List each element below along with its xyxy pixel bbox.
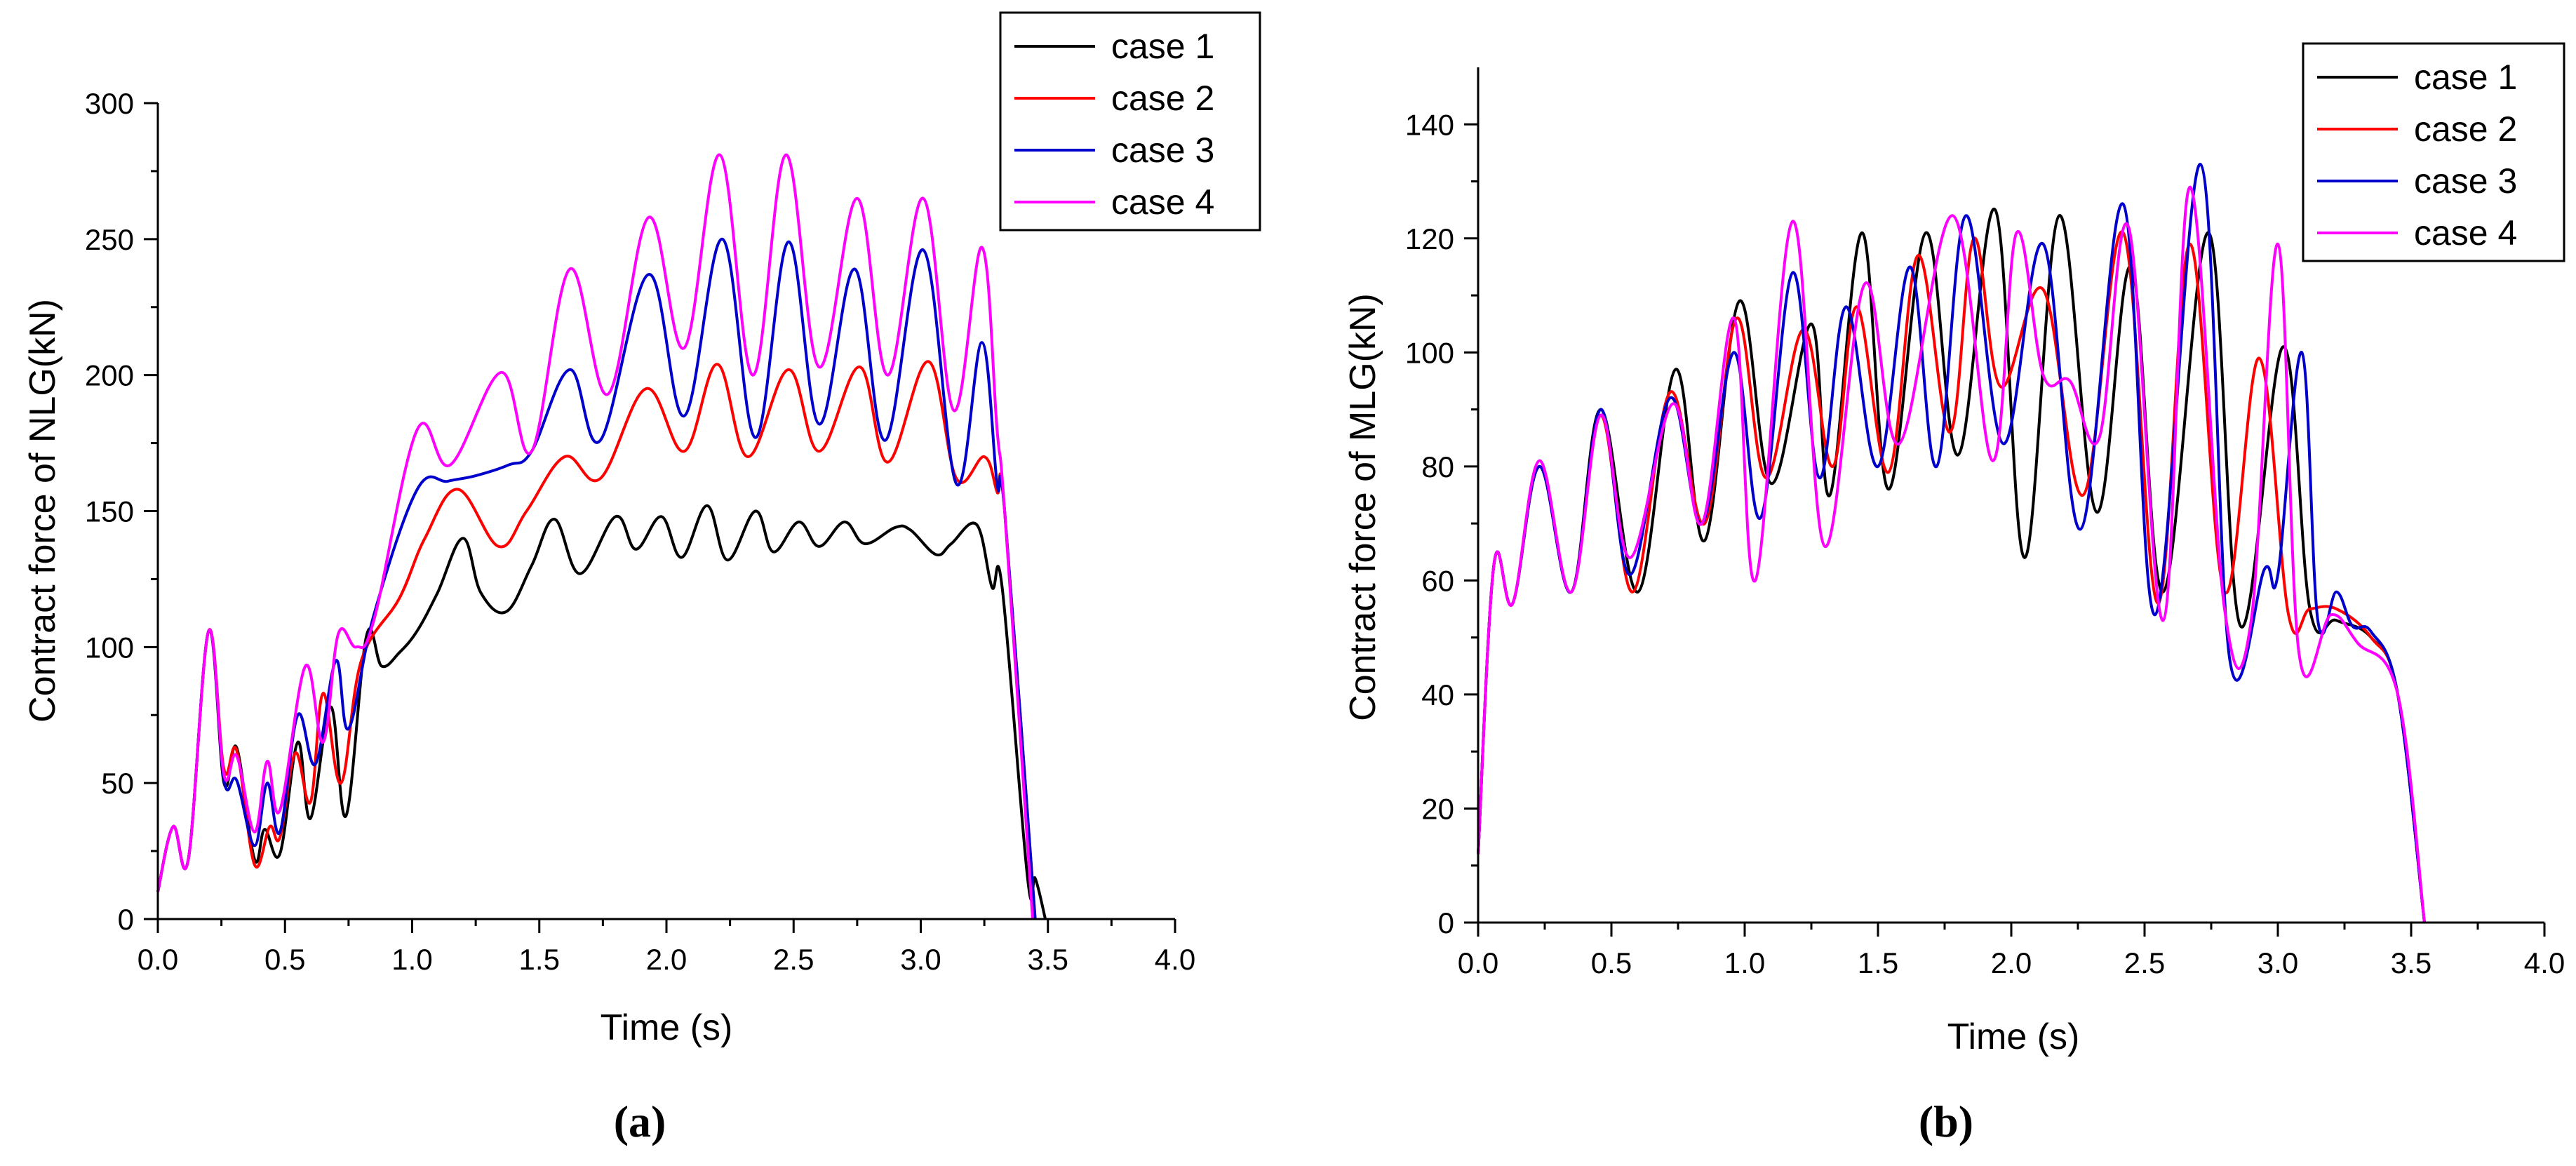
panel-b-x-label: Time (s) bbox=[1947, 1017, 2080, 1057]
panel-a-series-case-2 bbox=[156, 360, 1037, 920]
panel-b-y-tick-label: 20 bbox=[1421, 792, 1454, 825]
panel-a-x-tick-label: 4.0 bbox=[1155, 943, 1195, 976]
panel-b-legend-label: case 4 bbox=[2414, 213, 2517, 253]
panel-b-y-tick-label: 140 bbox=[1405, 108, 1454, 141]
panel-a-y-tick-label: 200 bbox=[85, 359, 134, 392]
panel-a-series-case-4 bbox=[156, 153, 1034, 920]
panel-b-y-tick-label: 0 bbox=[1438, 906, 1454, 939]
panel-b-x-tick-label: 4.0 bbox=[2524, 946, 2565, 979]
panel-b-x-tick-label: 2.0 bbox=[1991, 946, 2032, 979]
panel-b-series-case-3 bbox=[1477, 163, 2426, 923]
panel-b-y-tick-label: 100 bbox=[1405, 336, 1454, 369]
panel-a-x-tick-label: 2.5 bbox=[773, 943, 814, 976]
panel-b-x-tick-label: 0.5 bbox=[1591, 946, 1632, 979]
panel-b-y-tick-label: 120 bbox=[1405, 222, 1454, 255]
panel-b-legend: case 1 case 2 case 3 case 4 bbox=[2302, 42, 2565, 262]
panel-b-caption: (b) bbox=[1919, 1097, 1973, 1146]
panel-b-y-tick-label: 60 bbox=[1421, 564, 1454, 597]
panel-a-legend: case 1 case 2 case 3 case 4 bbox=[999, 11, 1261, 232]
panel-b-series-case-4 bbox=[1477, 185, 2426, 923]
panel-b-series-case-1 bbox=[1477, 208, 2426, 923]
panel-b-x-tick-label: 3.0 bbox=[2258, 946, 2298, 979]
panel-a-y-tick-label: 250 bbox=[85, 223, 134, 256]
panel-b: 0.0 0.5 1.0 1.5 2.0 2.5 3.0 3.5 4.0 0 20 40 60 80 100 1… bbox=[1343, 42, 2565, 1146]
panel-a-plot-lines bbox=[156, 153, 1047, 920]
panel-a: 0.0 0.5 1.0 1.5 2.0 2.5 3.0 3.5 4.0 0 50 100 150 200 2… bbox=[22, 11, 1261, 1146]
panel-a-legend-label: case 2 bbox=[1111, 79, 1214, 118]
panel-b-plot-lines bbox=[1477, 163, 2426, 923]
panel-a-ticks: 0.0 0.5 1.0 1.5 2.0 2.5 3.0 3.5 4.0 0 50 100 150 200 2… bbox=[85, 87, 1195, 976]
panel-a-y-tick-label: 50 bbox=[101, 767, 134, 800]
panel-b-legend-label: case 1 bbox=[2414, 58, 2517, 97]
panel-a-series-case-1 bbox=[156, 504, 1047, 920]
panel-a-x-label: Time (s) bbox=[601, 1007, 733, 1048]
panel-a-x-tick-label: 0.0 bbox=[137, 943, 178, 976]
panel-b-x-tick-label: 3.5 bbox=[2391, 946, 2431, 979]
panel-b-x-tick-label: 1.5 bbox=[1858, 946, 1898, 979]
panel-b-legend-label: case 3 bbox=[2414, 161, 2517, 201]
panel-a-x-tick-label: 1.0 bbox=[391, 943, 432, 976]
panel-a-legend-label: case 1 bbox=[1111, 27, 1214, 66]
panel-a-y-tick-label: 0 bbox=[118, 903, 134, 936]
panel-b-ticks: 0.0 0.5 1.0 1.5 2.0 2.5 3.0 3.5 4.0 0 20 40 60 80 100 1… bbox=[1405, 108, 2565, 979]
panel-b-x-tick-label: 1.0 bbox=[1724, 946, 1765, 979]
panel-a-legend-label: case 4 bbox=[1111, 182, 1214, 222]
panel-a-legend-box bbox=[999, 11, 1261, 232]
panel-a-x-tick-label: 0.5 bbox=[264, 943, 305, 976]
panel-a-caption: (a) bbox=[614, 1097, 666, 1146]
panel-b-x-tick-label: 2.5 bbox=[2124, 946, 2165, 979]
panel-a-x-tick-label: 3.0 bbox=[900, 943, 941, 976]
panel-a-x-tick-label: 1.5 bbox=[519, 943, 560, 976]
panel-a-legend-label: case 3 bbox=[1111, 130, 1214, 170]
panel-b-x-tick-label: 0.0 bbox=[1458, 946, 1498, 979]
panel-a-series-case-3 bbox=[156, 237, 1037, 920]
panel-a-x-tick-label: 3.5 bbox=[1028, 943, 1068, 976]
panel-b-y-tick-label: 80 bbox=[1421, 450, 1454, 483]
panel-b-legend-label: case 2 bbox=[2414, 109, 2517, 149]
panel-b-legend-box bbox=[2302, 42, 2565, 262]
panel-b-y-tick-label: 40 bbox=[1421, 678, 1454, 711]
panel-b-y-label: Contract force of MLG(kN) bbox=[1343, 293, 1383, 721]
panel-a-y-tick-label: 300 bbox=[85, 87, 134, 120]
panel-a-y-label: Contract force of NLG(kN) bbox=[22, 299, 63, 723]
panel-a-y-tick-label: 150 bbox=[85, 495, 134, 528]
panel-a-x-tick-label: 2.0 bbox=[646, 943, 687, 976]
panel-a-y-tick-label: 100 bbox=[85, 631, 134, 664]
